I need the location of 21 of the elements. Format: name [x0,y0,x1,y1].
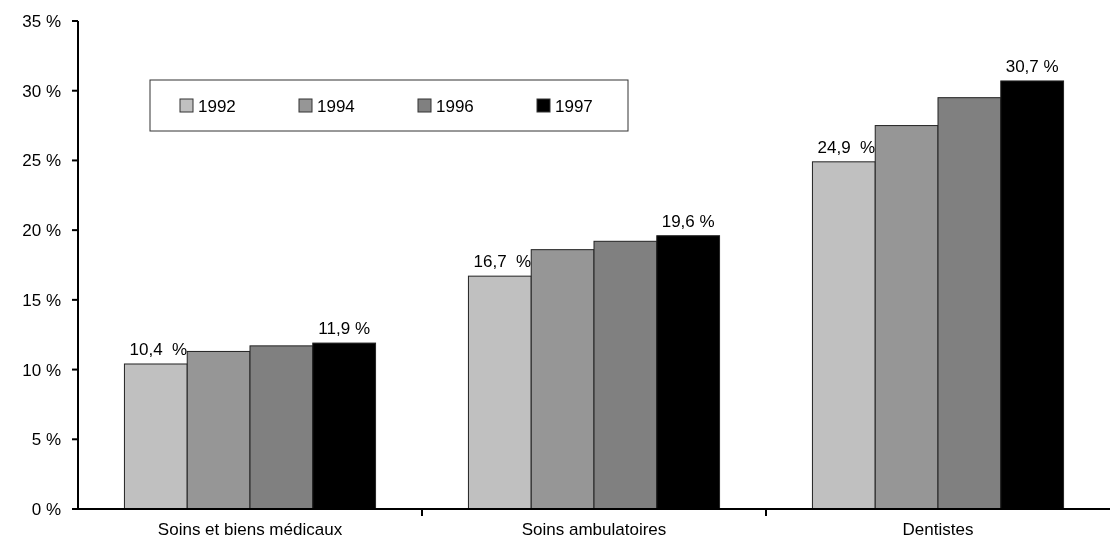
y-tick-label: 5 % [31,430,61,450]
data-label: 24,9 % [817,137,876,157]
data-label: 10,4 % [129,339,188,359]
legend-label: 1996 [436,96,474,116]
legend-label: 1992 [198,96,236,116]
data-label: 16,7 % [473,252,532,272]
x-tick-label: Soins et biens médicaux [157,520,343,539]
legend-label: 1994 [317,96,355,116]
x-tick-label: Soins ambulatoires [521,520,667,539]
y-tick-label: 0 % [31,499,61,519]
y-tick-label: 25 % [22,151,61,171]
y-tick-label: 35 % [22,11,61,31]
x-tick-label: Dentistes [902,520,974,539]
data-label: 19,6 % [661,211,715,231]
y-tick-label: 20 % [22,221,61,241]
y-tick-label: 10 % [22,360,61,380]
legend-label: 1997 [555,96,593,116]
y-tick-label: 30 % [22,81,61,101]
y-tick-label: 15 % [22,290,61,310]
data-label: 11,9 % [318,319,371,339]
data-label: 30,7 % [1005,56,1059,76]
